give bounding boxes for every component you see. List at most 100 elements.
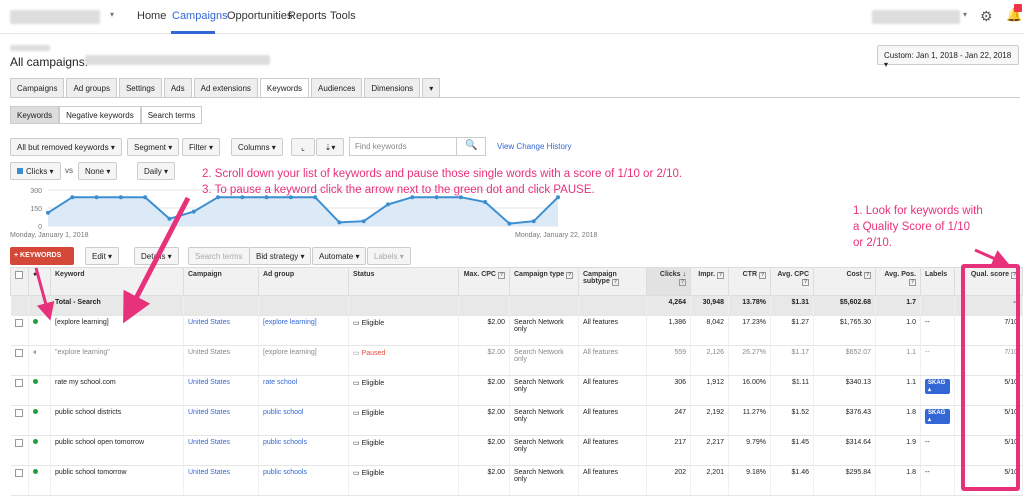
metric1-dropdown[interactable]: Clicks ▾ — [10, 162, 61, 180]
chart-point[interactable] — [313, 195, 318, 200]
help-icon[interactable]: ? — [717, 272, 724, 279]
help-icon[interactable]: ? — [759, 272, 766, 279]
columns-dropdown[interactable]: Columns ▾ — [231, 138, 283, 156]
table-row[interactable]: public school districts United States publ… — [10, 405, 1023, 436]
chart-point[interactable] — [191, 209, 196, 214]
labels-dropdown[interactable]: Labels ▾ — [367, 247, 411, 265]
col-ctr[interactable]: CTR? — [728, 267, 771, 296]
search-icon[interactable]: 🔍 — [456, 137, 486, 156]
chart-point[interactable] — [288, 195, 293, 200]
ad-group-link[interactable]: [explore learning] — [258, 345, 349, 376]
tab-dimensions[interactable]: Dimensions — [364, 78, 421, 98]
select-all-checkbox[interactable] — [10, 267, 29, 296]
table-row[interactable]: public school tomorrow United States publi… — [10, 465, 1023, 496]
nav-reports[interactable]: Reports — [288, 10, 327, 22]
row-checkbox[interactable] — [10, 315, 29, 346]
chart-point[interactable] — [458, 195, 463, 200]
ad-group-link[interactable]: [explore learning] — [258, 315, 349, 346]
period-dropdown[interactable]: Daily ▾ — [137, 162, 176, 180]
chart-point[interactable] — [337, 220, 342, 225]
max-cpc-cell[interactable]: $2.00 — [458, 465, 510, 496]
details-dropdown[interactable]: Details ▾ — [134, 247, 179, 265]
status-dot-icon[interactable] — [28, 405, 51, 436]
campaign-link[interactable]: United States — [183, 435, 259, 466]
col-status[interactable]: Status — [348, 267, 459, 296]
search-terms-button[interactable]: Search terms — [188, 247, 250, 265]
col-impr[interactable]: Impr.? — [690, 267, 729, 296]
chart-point[interactable] — [143, 195, 148, 200]
col-campaign-type[interactable]: Campaign type? — [509, 267, 579, 296]
help-icon[interactable]: ? — [679, 279, 686, 286]
nav-home[interactable]: Home — [137, 10, 167, 22]
status-dot-icon[interactable] — [28, 465, 51, 496]
col-campaign[interactable]: Campaign — [183, 267, 259, 296]
col-qual-score[interactable]: Qual. score? — [954, 267, 1023, 296]
campaign-link[interactable]: United States — [183, 375, 259, 406]
max-cpc-cell[interactable]: $2.00 — [458, 375, 510, 406]
max-cpc-cell[interactable]: $2.00 — [458, 405, 510, 436]
help-icon[interactable]: ? — [864, 272, 871, 279]
table-row[interactable]: rate my school.com United States rate scho… — [10, 375, 1023, 406]
nav-campaigns[interactable]: Campaigns — [172, 10, 228, 22]
max-cpc-cell[interactable]: $2.00 — [458, 435, 510, 466]
tab-more[interactable]: ▾ — [422, 78, 441, 98]
labels-cell[interactable]: SKAG ▴ — [920, 375, 955, 406]
user-dropdown-icon[interactable]: ▾ — [963, 10, 968, 19]
campaign-link[interactable]: United States — [183, 405, 259, 436]
user-account[interactable] — [872, 10, 960, 24]
chart-point[interactable] — [216, 195, 220, 200]
status-cell[interactable]: ▭ Eligible — [348, 405, 459, 436]
nav-opportunities[interactable]: Opportunities — [227, 10, 293, 22]
help-icon[interactable]: ? — [802, 279, 809, 286]
subtab-keywords[interactable]: Keywords — [10, 106, 60, 124]
col-cost[interactable]: Cost? — [813, 267, 876, 296]
campaign-link[interactable]: United States — [183, 465, 259, 496]
ad-group-link[interactable]: public schools — [258, 435, 349, 466]
tab-ad-groups[interactable]: Ad groups — [66, 78, 117, 98]
status-dot-icon[interactable] — [28, 315, 51, 346]
table-row[interactable]: [explore learning] United States [explore … — [10, 315, 1023, 346]
tab-ad-extensions[interactable]: Ad extensions — [193, 78, 258, 98]
chart-point[interactable] — [556, 195, 560, 200]
chart-point[interactable] — [118, 195, 123, 200]
status-cell[interactable]: ▭ Paused — [348, 345, 459, 376]
col-keyword[interactable]: Keyword — [50, 267, 184, 296]
chart-icon[interactable]: ⌞ — [291, 138, 315, 156]
chart-point[interactable] — [46, 210, 50, 215]
download-icon[interactable]: ⇣▾ — [316, 138, 344, 156]
automate-dropdown[interactable]: Automate ▾ — [312, 247, 367, 265]
tab-audiences[interactable]: Audiences — [311, 78, 363, 98]
chart-point[interactable] — [70, 195, 75, 200]
chart-point[interactable] — [410, 195, 415, 200]
tab-keywords[interactable]: Keywords — [259, 78, 310, 98]
gear-icon[interactable]: ⚙ — [980, 8, 993, 24]
max-cpc-cell[interactable]: $2.00 — [458, 345, 510, 376]
account-dropdown-icon[interactable]: ▾ — [110, 10, 115, 19]
labels-cell[interactable]: SKAG ▴ — [920, 405, 955, 436]
help-icon[interactable]: ? — [566, 272, 574, 279]
status-dot-icon[interactable] — [28, 375, 51, 406]
max-cpc-cell[interactable]: $2.00 — [458, 315, 510, 346]
col-clicks[interactable]: Clicks ↓? — [646, 267, 691, 296]
help-icon[interactable]: ? — [611, 279, 619, 286]
chart-point[interactable] — [386, 202, 390, 207]
subtab-negative-keywords[interactable]: Negative keywords — [59, 106, 141, 124]
removed-filter-dropdown[interactable]: All but removed keywords ▾ — [10, 138, 122, 156]
help-icon[interactable]: ? — [909, 279, 916, 286]
subtab-search-terms[interactable]: Search terms — [140, 106, 203, 124]
status-cell[interactable]: ▭ Eligible — [348, 375, 459, 406]
col-avg-pos[interactable]: Avg. Pos.? — [875, 267, 921, 296]
chart-point[interactable] — [240, 195, 245, 200]
pause-icon[interactable]: ⏸ — [28, 345, 51, 376]
col-labels[interactable]: Labels — [920, 267, 955, 296]
row-checkbox[interactable] — [10, 375, 29, 406]
campaign-link[interactable]: United States — [183, 345, 259, 376]
row-checkbox[interactable] — [10, 345, 29, 376]
row-checkbox[interactable] — [10, 465, 29, 496]
ad-group-link[interactable]: public schools — [258, 465, 349, 496]
skag-label[interactable]: SKAG ▴ — [925, 409, 950, 424]
col-ad-group[interactable]: Ad group — [258, 267, 349, 296]
ad-group-link[interactable]: rate school — [258, 375, 349, 406]
view-change-history-link[interactable]: View Change History — [497, 142, 572, 151]
ad-group-link[interactable]: public school — [258, 405, 349, 436]
